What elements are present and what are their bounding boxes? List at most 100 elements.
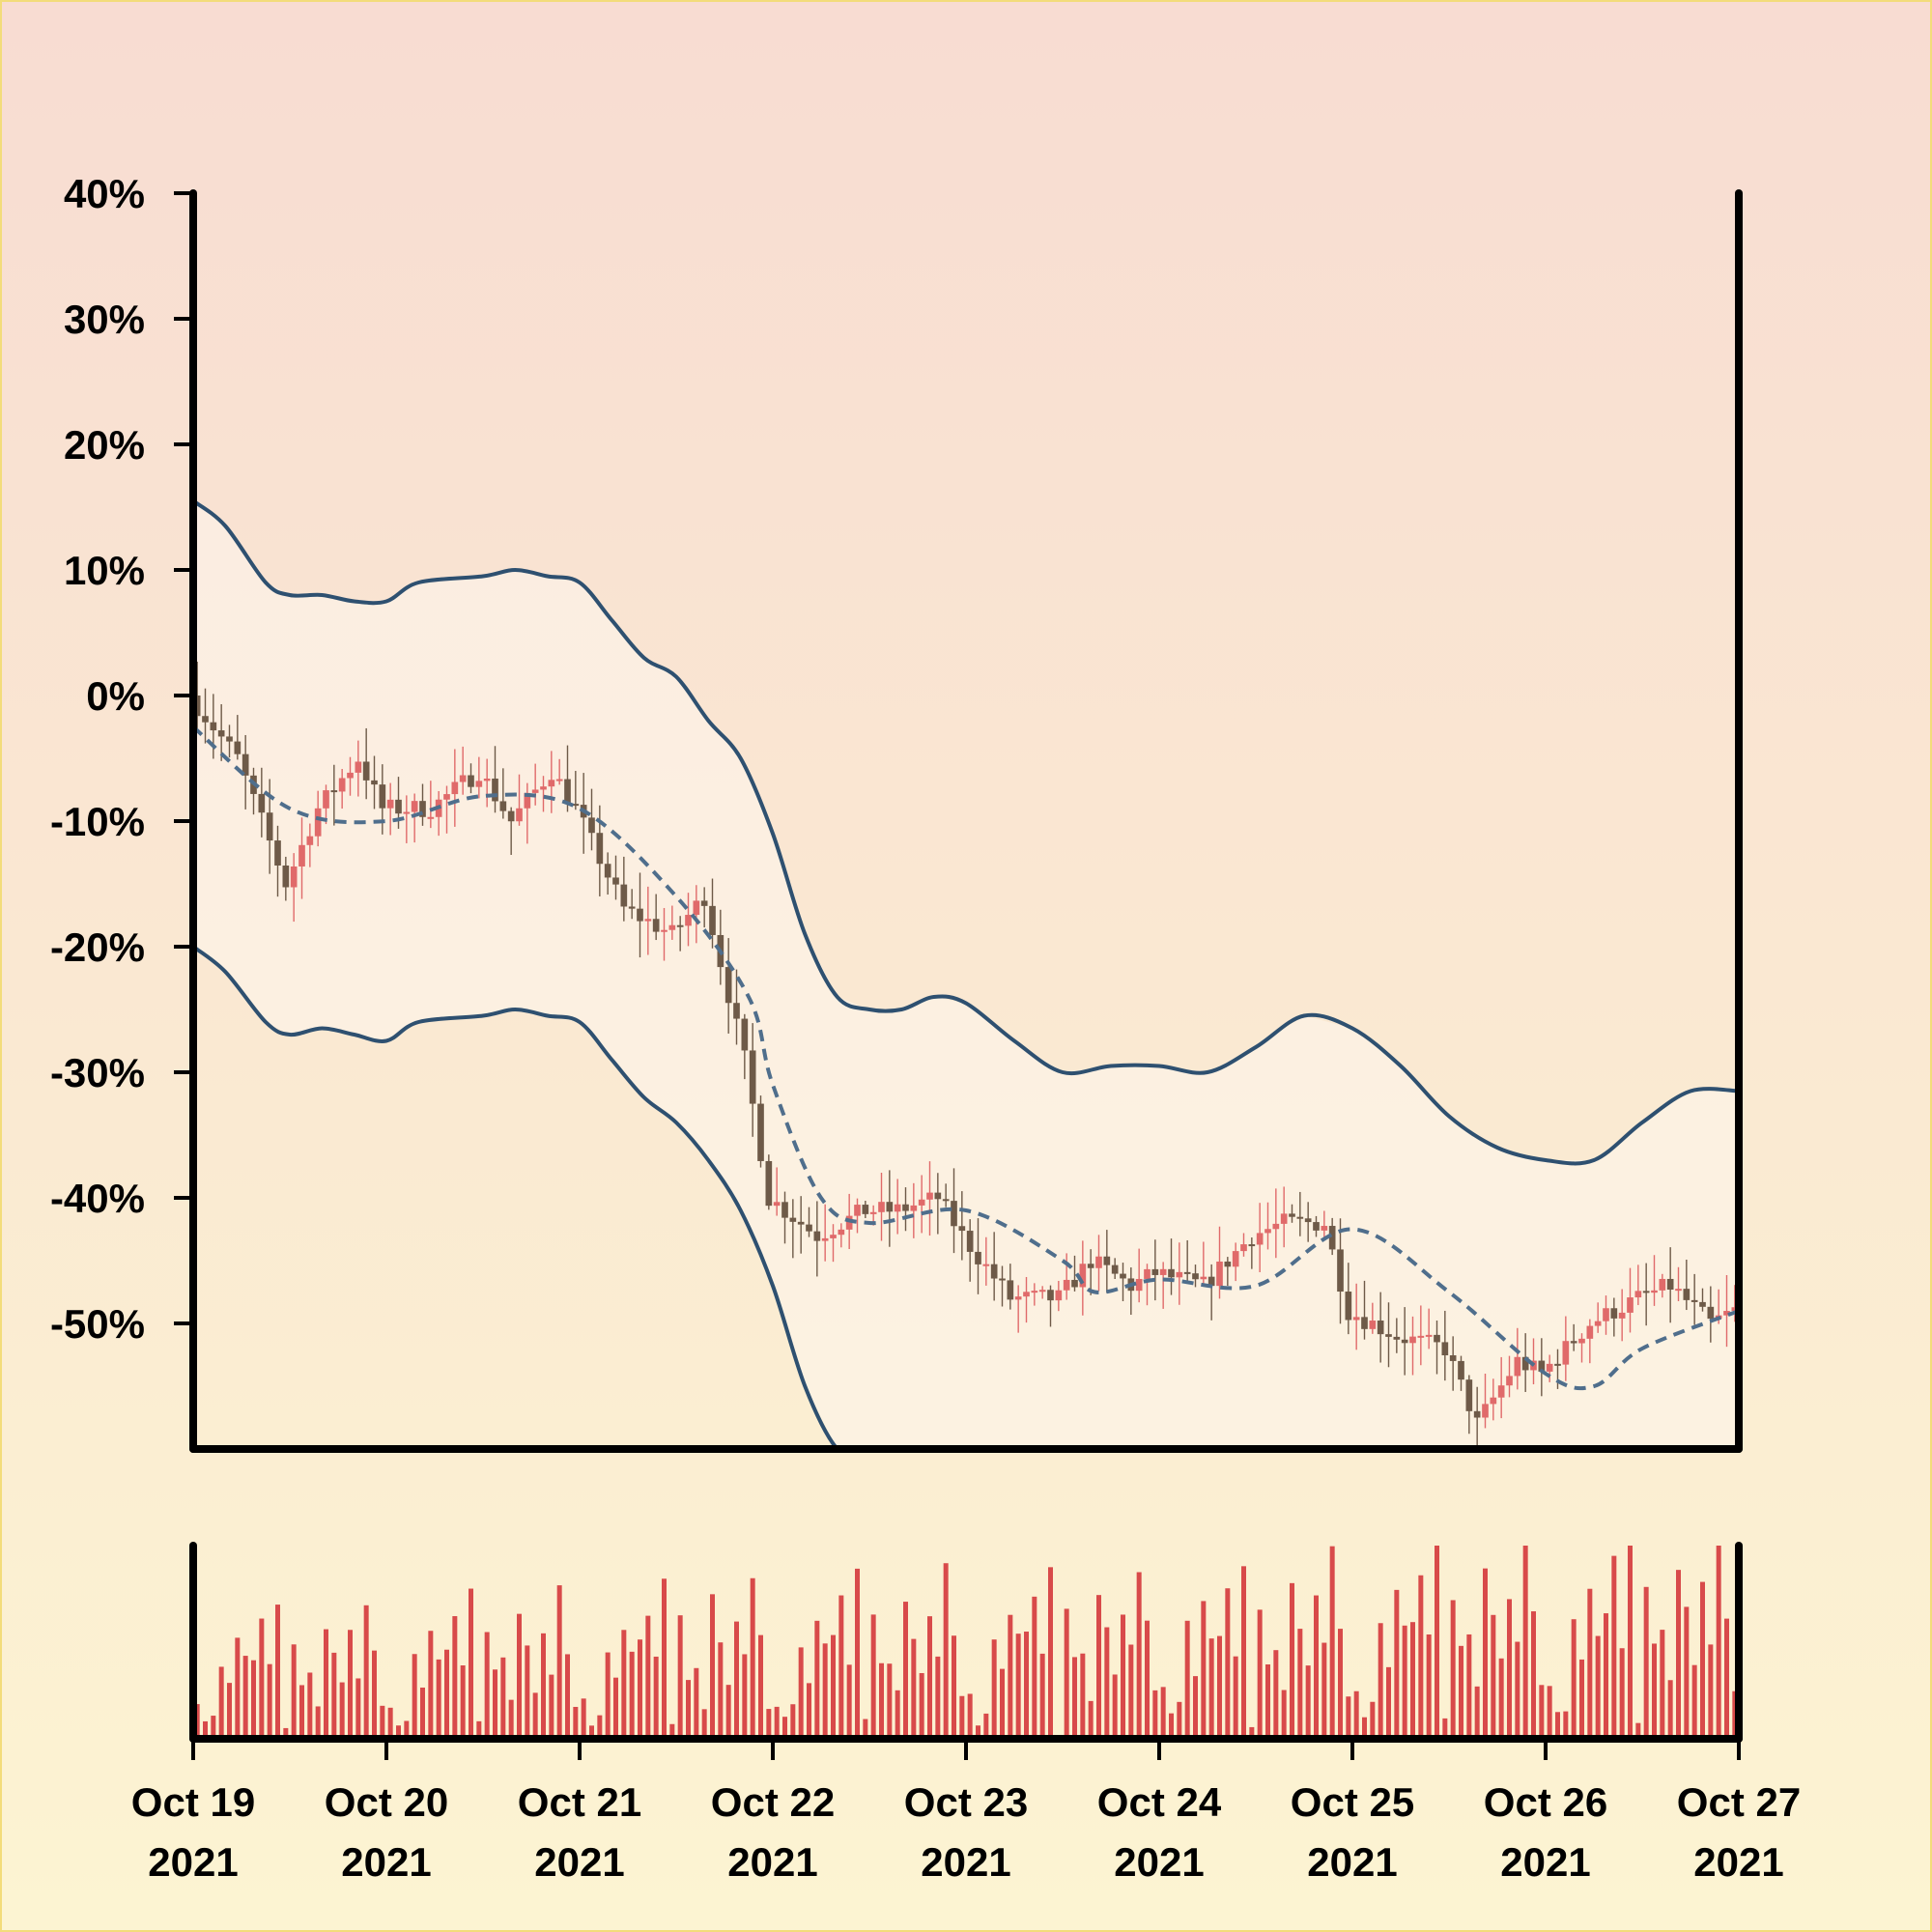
candle (1345, 1263, 1352, 1335)
candle-body (910, 1205, 918, 1211)
candle (1224, 1257, 1232, 1287)
candle-body (902, 1204, 909, 1211)
y-tick: -30% (50, 1050, 193, 1095)
volume-bar (1700, 1581, 1705, 1739)
volume-bar (275, 1605, 280, 1739)
candle-body (548, 780, 555, 787)
candle (862, 1201, 869, 1218)
volume-bar (734, 1621, 739, 1739)
candle (362, 727, 370, 800)
candle (419, 783, 426, 826)
volume-bar (242, 1656, 248, 1739)
candle (355, 740, 362, 797)
candle (555, 758, 563, 785)
candle-body (1063, 1279, 1070, 1291)
candle (483, 758, 491, 808)
candle-body (934, 1192, 942, 1200)
volume-bar (1426, 1634, 1432, 1739)
volume-bar (629, 1651, 635, 1739)
volume-bar (1321, 1642, 1327, 1739)
candle-body (1144, 1268, 1151, 1279)
candle (1111, 1258, 1119, 1280)
candle (934, 1173, 942, 1235)
volume-bar (404, 1720, 410, 1739)
candle-body (637, 908, 643, 922)
volume-bar (508, 1699, 514, 1739)
volume-bar (718, 1642, 724, 1739)
candle-body (661, 929, 668, 932)
candle-body (1458, 1360, 1464, 1380)
x-tick: Oct 26 2021 (1484, 1739, 1607, 1885)
volume-bar (500, 1657, 506, 1739)
volume-bar (1217, 1635, 1222, 1739)
volume-bar (1008, 1614, 1013, 1739)
candle (499, 768, 507, 819)
candle-body (314, 808, 322, 837)
candle-body (1441, 1342, 1449, 1356)
x-tick: Oct 21 2021 (518, 1739, 641, 1885)
candle-body (1659, 1278, 1666, 1291)
candle-body (226, 736, 233, 742)
volume-bar (396, 1725, 401, 1739)
volume-bar (1531, 1611, 1536, 1739)
candle-body (202, 716, 209, 723)
volume-bar (363, 1605, 369, 1739)
x-tick-label-date: Oct 20 (325, 1779, 448, 1825)
volume-bar (863, 1719, 868, 1739)
volume-bar (1667, 1680, 1673, 1739)
candle-body (854, 1205, 861, 1216)
volume-bar (742, 1654, 748, 1739)
candle-body (1103, 1256, 1111, 1265)
candle-body (942, 1199, 950, 1202)
volume-bar (348, 1630, 353, 1739)
volume-bar (1732, 1690, 1738, 1739)
candle (1409, 1316, 1416, 1376)
candle-body (1159, 1268, 1167, 1275)
candle (1707, 1286, 1715, 1343)
volume-bar (355, 1678, 361, 1739)
candle (540, 776, 547, 812)
y-tick-label: 20% (64, 422, 145, 468)
candle (975, 1218, 981, 1294)
volume-bar (959, 1695, 965, 1739)
candle (773, 1167, 781, 1216)
volume-bar (1555, 1712, 1560, 1739)
candle (1192, 1264, 1199, 1288)
y-tick: -10% (50, 799, 193, 844)
candle-body (1514, 1356, 1521, 1377)
volume-bar (1643, 1586, 1649, 1739)
candle-body (217, 730, 225, 737)
candle-body (1546, 1363, 1553, 1372)
volume-bar (1265, 1663, 1270, 1739)
candle (765, 1154, 773, 1210)
volume-bar (1048, 1567, 1053, 1739)
candle-body (1666, 1278, 1674, 1290)
candle (676, 916, 684, 952)
candle-body (693, 900, 700, 916)
candle (1610, 1297, 1618, 1337)
candle-body (1321, 1226, 1328, 1231)
volume-bar (710, 1594, 715, 1739)
candle (637, 872, 643, 958)
candle (789, 1199, 797, 1259)
volume-bar (1096, 1595, 1101, 1739)
candle (1313, 1215, 1320, 1237)
candle (298, 817, 305, 899)
candle-body (1031, 1291, 1038, 1293)
volume-bar (1450, 1600, 1456, 1739)
x-tick: Oct 22 2021 (711, 1739, 835, 1885)
volume-bar (1346, 1696, 1351, 1739)
volume-bar (517, 1613, 522, 1739)
candle (878, 1173, 885, 1241)
volume-bar (677, 1615, 683, 1739)
candle-body (982, 1264, 990, 1266)
volume-bar (669, 1723, 675, 1739)
candle (982, 1236, 990, 1286)
candle-body (1707, 1306, 1715, 1320)
candle-body (572, 804, 580, 807)
volume-bar (1338, 1629, 1343, 1739)
candle (427, 781, 435, 829)
volume-layer (194, 1546, 1738, 1739)
candle (572, 771, 580, 810)
candle (347, 756, 354, 796)
